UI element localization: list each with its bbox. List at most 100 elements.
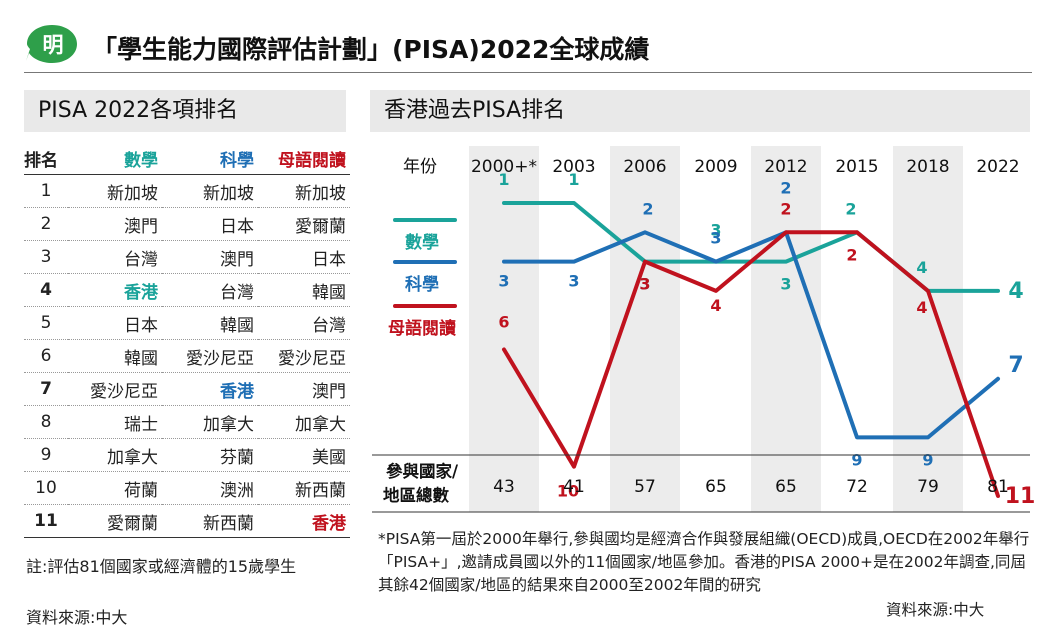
math-cell: 新加坡 bbox=[107, 183, 158, 204]
rank-cell: 8 bbox=[40, 412, 52, 432]
svg-text:明: 明 bbox=[43, 33, 64, 57]
history-panel-heading: 香港過去PISA排名 bbox=[370, 90, 1030, 132]
page-title: 「學生能力國際評估計劃」(PISA)2022全球成績 bbox=[92, 35, 650, 64]
column-header-science: 科學 bbox=[220, 150, 254, 171]
rank-cell: 5 bbox=[40, 313, 52, 333]
table-row: 7 愛沙尼亞 香港 澳門 bbox=[24, 372, 350, 406]
data-label-science: 2 bbox=[780, 178, 791, 197]
title-divider bbox=[24, 72, 1032, 73]
data-label-reading: 10 bbox=[557, 482, 579, 501]
rank-cell: 6 bbox=[40, 346, 52, 366]
series-line-reading bbox=[502, 230, 1000, 498]
rankings-panel-heading: PISA 2022各項排名 bbox=[24, 90, 346, 132]
table-row: 8 瑞士 加拿大 加拿大 bbox=[24, 405, 350, 439]
data-label-math: 4 bbox=[1008, 279, 1023, 304]
data-label-science: 2 bbox=[642, 199, 653, 218]
year-label: 2000+* bbox=[471, 157, 537, 177]
rank-cell: 2 bbox=[40, 214, 52, 234]
year-label: 2006 bbox=[623, 157, 666, 177]
year-label: 2003 bbox=[552, 157, 595, 177]
data-label-math: 3 bbox=[710, 221, 721, 240]
science-cell: 愛沙尼亞 bbox=[186, 348, 254, 369]
year-band bbox=[469, 146, 539, 512]
participants-count: 79 bbox=[917, 477, 939, 497]
math-cell: 瑞士 bbox=[124, 414, 158, 435]
table-row: 9 加拿大 芬蘭 美國 bbox=[24, 438, 350, 472]
rankings-table: 排名 數學 科學 母語閱讀 1 新加坡 新加坡 新加坡 2 澳門 日本 愛爾蘭 … bbox=[24, 142, 350, 538]
year-header: 年份 bbox=[403, 157, 437, 177]
participants-count: 72 bbox=[846, 477, 868, 497]
data-label-science: 7 bbox=[1008, 353, 1023, 378]
year-label: 2018 bbox=[906, 157, 949, 177]
participants-label-line1: 參與國家/ bbox=[386, 461, 459, 481]
series-line-science bbox=[502, 230, 1000, 440]
chart-footnote: *PISA第一屆於2000年舉行,參與國均是經濟合作與發展組織(OECD)成員,… bbox=[378, 530, 1030, 594]
reading-cell: 加拿大 bbox=[295, 414, 346, 435]
table-row: 6 韓國 愛沙尼亞 愛沙尼亞 bbox=[24, 339, 350, 373]
data-label-math: 3 bbox=[780, 275, 791, 294]
rank-cell: 11 bbox=[34, 511, 58, 531]
participants-count: 81 bbox=[987, 477, 1009, 497]
science-cell: 新西蘭 bbox=[203, 513, 254, 534]
data-label-reading: 2 bbox=[780, 199, 791, 218]
reading-cell: 台灣 bbox=[312, 315, 346, 336]
math-cell: 韓國 bbox=[124, 348, 158, 369]
rank-cell: 1 bbox=[40, 181, 52, 201]
data-label-reading: 2 bbox=[846, 245, 857, 264]
math-cell: 加拿大 bbox=[107, 447, 158, 468]
participants-count: 65 bbox=[705, 477, 727, 497]
table-row: 1 新加坡 新加坡 新加坡 bbox=[24, 174, 350, 208]
data-label-science: 9 bbox=[851, 450, 862, 469]
participants-count: 65 bbox=[775, 477, 797, 497]
data-label-science: 3 bbox=[568, 272, 579, 291]
chart-source: 資料來源:中大 bbox=[886, 601, 985, 619]
year-label: 2015 bbox=[835, 157, 878, 177]
column-header-rank: 排名 bbox=[24, 150, 58, 171]
rank-cell: 10 bbox=[35, 478, 57, 498]
ming-pao-logo: 明 bbox=[26, 25, 77, 63]
science-cell-hong-kong: 香港 bbox=[220, 381, 254, 402]
reading-cell: 韓國 bbox=[312, 282, 346, 303]
legend-label-science: 科學 bbox=[405, 274, 439, 295]
table-source: 資料來源:中大 bbox=[26, 608, 128, 627]
data-label-science: 3 bbox=[710, 229, 721, 248]
math-cell-hong-kong: 香港 bbox=[124, 282, 158, 303]
data-label-science: 9 bbox=[922, 450, 933, 469]
legend-label-reading: 母語閱讀 bbox=[388, 318, 456, 339]
science-cell: 澳洲 bbox=[220, 480, 254, 501]
math-cell: 澳門 bbox=[124, 216, 158, 237]
column-header-reading: 母語閱讀 bbox=[278, 150, 346, 171]
legend-label-math: 數學 bbox=[405, 232, 439, 253]
table-row: 3 台灣 澳門 日本 bbox=[24, 240, 350, 274]
year-label: 2022 bbox=[976, 157, 1019, 177]
math-cell: 愛沙尼亞 bbox=[90, 381, 158, 402]
reading-cell: 愛沙尼亞 bbox=[278, 348, 346, 369]
participants-count: 57 bbox=[634, 477, 656, 497]
data-label-math: 1 bbox=[568, 170, 579, 189]
data-label-reading: 6 bbox=[498, 313, 509, 332]
reading-cell: 美國 bbox=[312, 447, 346, 468]
table-row: 11 愛爾蘭 新西蘭 香港 bbox=[24, 504, 350, 538]
science-cell: 台灣 bbox=[220, 282, 254, 303]
table-note: 註:評估81個國家或經濟體的15歲學生 bbox=[26, 557, 297, 576]
reading-cell: 新加坡 bbox=[295, 183, 346, 204]
data-label-math: 2 bbox=[845, 199, 856, 218]
participants-count: 41 bbox=[563, 477, 585, 497]
data-label-science: 3 bbox=[498, 272, 509, 291]
year-band bbox=[751, 146, 821, 512]
data-label-math: 4 bbox=[916, 258, 927, 277]
data-label-reading: 3 bbox=[639, 275, 650, 294]
participants-label-line2: 地區總數 bbox=[383, 485, 450, 505]
data-label-reading: 4 bbox=[916, 298, 927, 317]
reading-cell: 新西蘭 bbox=[295, 480, 346, 501]
year-band bbox=[893, 146, 963, 512]
rank-cell: 9 bbox=[40, 445, 52, 465]
science-cell: 日本 bbox=[220, 216, 254, 237]
column-header-math: 數學 bbox=[124, 150, 158, 171]
table-row: 2 澳門 日本 愛爾蘭 bbox=[24, 207, 350, 241]
rank-cell: 7 bbox=[40, 379, 52, 399]
math-cell: 愛爾蘭 bbox=[107, 513, 158, 534]
math-cell: 日本 bbox=[124, 315, 158, 336]
reading-cell: 日本 bbox=[312, 249, 346, 270]
